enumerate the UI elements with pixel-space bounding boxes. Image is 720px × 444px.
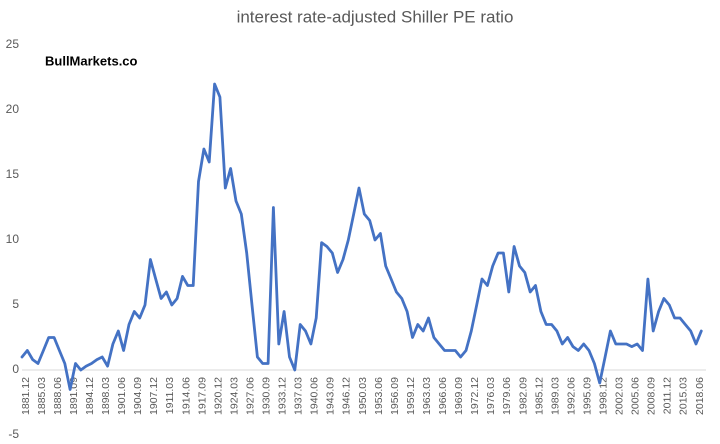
x-tick-label: 1963.03 <box>421 377 433 415</box>
data-line <box>20 82 703 391</box>
x-tick-label: 1989.03 <box>549 377 561 415</box>
x-tick-label: 1953.06 <box>373 377 385 415</box>
x-tick-label: 1966.06 <box>437 377 449 415</box>
x-tick-label: 1950.03 <box>357 377 369 415</box>
x-tick-label: 1927.06 <box>244 377 256 415</box>
x-tick-label: 1924.03 <box>228 377 240 415</box>
x-tick-label: 1946.12 <box>341 377 353 415</box>
x-tick-label: 1982.09 <box>517 377 529 415</box>
x-tick-label: 1969.09 <box>453 377 465 415</box>
y-tick-label: 20 <box>6 102 20 116</box>
x-tick-label: 1943.09 <box>325 377 337 415</box>
annotation: BullMarkets.co <box>45 53 138 68</box>
x-tick-label: 2005.06 <box>630 377 642 415</box>
x-tick-label: 1956.09 <box>389 377 401 415</box>
x-tick-label: 1911.03 <box>164 377 176 414</box>
x-tick-label: 1930.09 <box>260 377 272 415</box>
x-tick-label: 1985.12 <box>533 377 545 415</box>
x-tick-label: 1914.06 <box>180 377 192 415</box>
x-tick-label: 1894.12 <box>84 377 96 415</box>
x-tick-label: 1940.06 <box>309 377 321 415</box>
x-tick-label: 1920.12 <box>212 377 224 415</box>
x-tick-label: 1888.06 <box>52 377 64 415</box>
x-tick-label: 1917.09 <box>196 377 208 415</box>
x-tick-label: 2015.03 <box>678 377 690 415</box>
y-tick-label: 15 <box>6 167 20 181</box>
x-tick-label: 2002.03 <box>614 377 626 415</box>
x-tick-label: 1907.12 <box>148 377 160 415</box>
x-tick-label: 2011.12 <box>662 377 674 414</box>
x-tick-label: 1995.09 <box>581 377 593 415</box>
x-tick-label: 1992.06 <box>565 377 577 415</box>
y-tick-label: 0 <box>12 362 19 376</box>
x-tick-label: 1972.12 <box>469 377 481 415</box>
x-tick-label: 1885.03 <box>36 377 48 415</box>
x-tick-label: 2018.06 <box>694 377 706 415</box>
x-tick-label: 2008.09 <box>646 377 658 415</box>
y-tick-label: -5 <box>8 427 19 441</box>
x-tick-label: 1998.12 <box>597 377 609 415</box>
y-tick-label: 25 <box>6 37 20 51</box>
x-tick-label: 1976.03 <box>485 377 497 415</box>
x-tick-label: 1979.06 <box>501 377 513 415</box>
x-tick-label: 1904.09 <box>132 377 144 415</box>
x-tick-label: 1898.03 <box>100 377 112 415</box>
x-tick-label: 1901.06 <box>116 377 128 415</box>
x-tick-label: 1881.12 <box>20 377 32 415</box>
y-tick-label: 5 <box>12 297 19 311</box>
y-tick-label: 10 <box>6 232 20 246</box>
chart-title: interest rate-adjusted Shiller PE ratio <box>237 7 514 26</box>
x-tick-label: 1937.03 <box>293 377 305 415</box>
x-tick-label: 1933.12 <box>277 377 289 415</box>
x-tick-label: 1959.12 <box>405 377 417 415</box>
